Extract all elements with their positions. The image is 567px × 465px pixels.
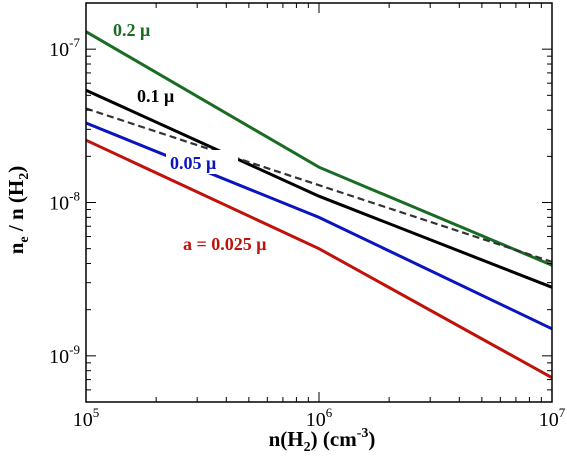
y-tick-label: 10-7 [49, 35, 80, 61]
series-label-0.025: a = 0.025 μ [183, 234, 266, 254]
y-axis-title: ne / n (H2) [4, 166, 32, 255]
series-line-3 [85, 121, 553, 331]
tick-layer: 105 106 107 10-9 10-8 10-7 [49, 2, 566, 431]
series-line-1 [85, 88, 553, 289]
x-tick-label: 105 [73, 405, 100, 431]
series-label-0.1: 0.1 μ [137, 86, 174, 106]
series-line-dashed [85, 107, 553, 263]
series-layer [85, 30, 553, 380]
x-tick-label: 107 [539, 405, 566, 431]
series-line-4 [85, 138, 553, 380]
y-tick-label: 10-8 [49, 189, 80, 215]
series-label-0.05: 0.05 μ [170, 153, 216, 173]
plot-frame [85, 2, 553, 403]
y-tick-label: 10-9 [49, 342, 80, 368]
label-0.05-background [166, 150, 238, 174]
x-axis-title: n(H2) (cm-3) [269, 426, 376, 455]
x-tick-label: 106 [306, 405, 333, 431]
series-label-0.2: 0.2 μ [113, 20, 150, 40]
series-line-0 [85, 30, 553, 267]
